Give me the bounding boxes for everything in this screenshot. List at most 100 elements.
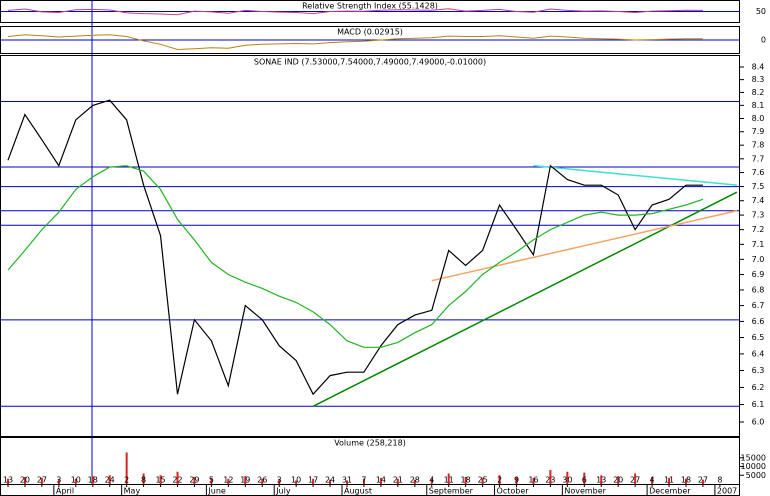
volume-bar — [142, 473, 145, 484]
x-tick-label: 12 — [223, 476, 233, 485]
volume-bar — [481, 477, 484, 484]
rsi-line — [7, 8, 703, 16]
y-tick-label: 6.0 — [752, 418, 765, 427]
x-tick-label: 24 — [325, 476, 335, 485]
y-tick-label: 7.3 — [752, 211, 765, 220]
y-tick-label: 8.2 — [752, 88, 765, 97]
volume-bar — [515, 477, 518, 484]
volume-bar — [244, 476, 247, 484]
month-label: May — [124, 487, 141, 496]
y-tick-label: 7.7 — [752, 154, 765, 163]
month-label: July — [275, 487, 291, 496]
y-tick-label: 8.0 — [752, 114, 765, 123]
volume-bar — [396, 478, 399, 484]
y-tick-label: 7.4 — [752, 196, 765, 205]
volume-bar — [176, 471, 179, 484]
x-tick-label: 20 — [613, 476, 623, 485]
x-tick-label: 4 — [650, 476, 655, 485]
volume-bar — [701, 479, 704, 484]
y-tick-label: 8.3 — [752, 75, 765, 84]
x-tick-label: 23 — [545, 476, 555, 485]
macd-title: MACD (0.02915) — [337, 28, 403, 37]
x-tick-label: 13 — [3, 476, 13, 485]
y-tick-label: 6.6 — [752, 317, 765, 326]
y-tick-label: 6.4 — [752, 349, 765, 358]
x-tick-label: 14 — [376, 476, 386, 485]
x-tick-label: 25 — [478, 476, 488, 485]
trend-line — [312, 191, 738, 407]
x-tick-label: 15 — [155, 476, 165, 485]
y-tick-label: 6.8 — [752, 285, 765, 294]
volume-bar — [108, 475, 111, 484]
y-tick-label: 7.5 — [752, 182, 765, 191]
month-label: June — [207, 487, 226, 496]
x-tick-label: 28 — [410, 476, 420, 485]
x-tick-label: 30 — [562, 476, 572, 485]
y-tick-label: 6.9 — [752, 270, 765, 279]
y-tick-label: 6.2 — [752, 383, 765, 392]
y-tick-label: 7.8 — [752, 141, 765, 150]
trend-line — [431, 210, 738, 282]
x-tick-label: 21 — [393, 476, 403, 485]
price-line — [7, 99, 703, 396]
volume-bar — [651, 477, 654, 484]
volume-bar — [634, 473, 637, 484]
y-tick-label: 6.5 — [752, 333, 765, 342]
x-tick-label: 27 — [37, 476, 47, 485]
y-tick-label: 7.1 — [752, 240, 765, 249]
x-tick-label: 4 — [429, 476, 434, 485]
month-label: April — [56, 487, 74, 496]
volume-bar — [261, 478, 264, 484]
x-tick-label: 20 — [20, 476, 30, 485]
macd-line — [7, 34, 703, 51]
volume-bar — [566, 471, 569, 484]
x-tick-label: 24 — [105, 476, 115, 485]
x-tick-label: 17 — [308, 476, 318, 485]
x-tick-label: 11 — [444, 476, 454, 485]
x-tick-label: 18 — [681, 476, 691, 485]
x-tick-label: 27 — [630, 476, 640, 485]
y-tick-label: 8.4 — [752, 63, 765, 72]
x-tick-label: 26 — [257, 476, 267, 485]
x-tick-label: 19 — [240, 476, 250, 485]
volume-bar — [7, 478, 9, 484]
volume-bar — [379, 477, 382, 484]
x-tick-label: 3 — [277, 476, 282, 485]
volume-bar — [40, 477, 43, 484]
rsi-title: Relative Strength Index (55.1428) — [302, 2, 438, 11]
chart-title: SONAE IND (7.53000,7.54000,7.49000,7.490… — [254, 58, 486, 67]
volume-bar — [532, 477, 535, 484]
y-tick-label: 6.1 — [752, 400, 765, 409]
x-tick-label: 10 — [71, 476, 81, 485]
volume-bar — [617, 476, 620, 484]
y-tick-label: 5000 — [746, 471, 766, 480]
volume-bar — [227, 478, 230, 484]
y-tick-label: 10000 — [741, 462, 766, 471]
volume-bar — [464, 477, 467, 484]
volume-bar — [312, 478, 315, 484]
volume-bar — [346, 480, 348, 484]
price-panel — [0, 55, 740, 437]
x-tick-label: 16 — [528, 476, 538, 485]
y-tick-label: 6.3 — [752, 366, 765, 375]
x-tick-label: 11 — [664, 476, 674, 485]
volume-bar — [295, 480, 298, 484]
month-label: 2007 — [717, 487, 737, 496]
x-tick-label: 18 — [461, 476, 471, 485]
y-tick-label: 0 — [761, 36, 766, 45]
y-tick-label: 7.0 — [752, 255, 765, 264]
volume-bar — [57, 479, 60, 484]
x-tick-label: 5 — [209, 476, 214, 485]
x-tick-label: 29 — [189, 476, 199, 485]
month-label: December — [649, 487, 691, 496]
month-label: September — [429, 487, 474, 496]
y-tick-label: 8.1 — [752, 101, 765, 110]
volume-bar — [413, 479, 416, 484]
volume-panel — [0, 437, 740, 485]
x-tick-label: 22 — [172, 476, 182, 485]
volume-bar — [583, 472, 586, 484]
volume-bar — [362, 478, 365, 484]
y-tick-label: 7.6 — [752, 168, 765, 177]
x-tick-label: 8 — [141, 476, 146, 485]
